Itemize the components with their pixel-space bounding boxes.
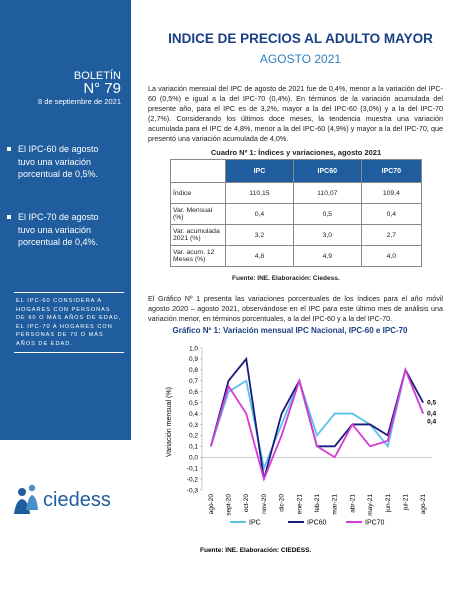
- table-cell: 2,7: [360, 224, 423, 246]
- x-tick-label: jul-21: [402, 494, 409, 511]
- bulletin-date: 8 de septiembre de 2021: [38, 97, 121, 106]
- y-tick-label: 0,7: [189, 378, 198, 385]
- bulletin-label: BOLETÍN: [73, 70, 121, 82]
- table-cell: 4,9: [292, 245, 362, 267]
- paragraph: La variación mensual del IPC de agosto d…: [148, 84, 443, 143]
- table-cell: Var. acumulada 2021 (%): [170, 224, 226, 246]
- y-tick-label: 0,2: [189, 433, 198, 440]
- y-tick-label: 0,9: [189, 356, 198, 363]
- chart: Gráfico Nº 1: Variación mensual IPC Naci…: [166, 326, 437, 554]
- x-tick-label: ene-21: [296, 494, 303, 515]
- x-tick-label: dic-20: [279, 494, 286, 512]
- table-caption: Cuadro Nº 1: Índices y variaciones, agos…: [210, 148, 382, 157]
- chart-source: Fuente: INE. Elaboración: CIEDESS.: [200, 547, 311, 554]
- header-cell: IPC70: [360, 159, 423, 183]
- line: [209, 366, 424, 472]
- y-tick-label: 0,4: [189, 411, 198, 418]
- header-cell: IPC: [225, 159, 294, 183]
- header-cell: [170, 159, 226, 183]
- table-cell: 109,4: [360, 182, 423, 204]
- subtitle: AGOSTO 2021: [259, 52, 342, 66]
- data-label: 0,5: [427, 400, 436, 407]
- table-cell: Índice: [170, 182, 226, 204]
- y-tick-label: 0,0: [189, 455, 198, 462]
- legend-label: IPC70: [365, 520, 385, 527]
- legend-label: IPC60: [307, 520, 327, 527]
- table-source: Fuente: INE. Elaboración: Ciedess.: [232, 275, 340, 282]
- y-tick-label: -0,2: [187, 476, 199, 483]
- paragraph: El Gráfico Nº 1 presenta las variaciones…: [148, 294, 443, 323]
- line: [209, 366, 424, 482]
- logo-text: ciedess: [43, 489, 111, 511]
- y-tick-label: 0,1: [189, 444, 198, 451]
- x-tick-label: sept-20: [226, 494, 233, 516]
- logo: ciedess: [14, 484, 111, 514]
- table-cell: 3,0: [292, 224, 362, 246]
- y-tick-label: -0,3: [187, 487, 199, 494]
- highlight: El IPC-70 de agosto tuvo una variación p…: [7, 211, 118, 249]
- table: IPC IPC60 IPC70 Índice 110,15 110,07 109,4 V…: [170, 159, 423, 267]
- table-cell: 4,8: [225, 245, 294, 267]
- table-cell: 0,4: [225, 203, 294, 225]
- table-cell: 4,0: [360, 245, 423, 267]
- y-tick-label: 0,3: [189, 422, 198, 429]
- x-tick-label: ago-20: [208, 494, 215, 515]
- table-cell: 3,2: [225, 224, 294, 246]
- header-cell: IPC60: [292, 159, 362, 183]
- chart-title: Gráfico Nº 1: Variación mensual IPC Naci…: [172, 326, 408, 335]
- y-tick-label: -0,1: [187, 465, 199, 472]
- x-tick-label: abr-21: [349, 494, 356, 513]
- legend-label: IPC: [249, 520, 261, 527]
- table-cell: 110,07: [292, 182, 362, 204]
- table-cell: 0,4: [360, 203, 423, 225]
- sidebar: BOLETÍN N° 79 8 de septiembre de 2021 El…: [0, 0, 131, 604]
- x-tick-label: mar-21: [332, 494, 339, 515]
- title: INDICE DE PRECIOS AL ADULTO MAYOR: [168, 31, 433, 46]
- y-tick-label: 0,5: [189, 400, 198, 407]
- x-tick-label: may-21: [367, 494, 374, 516]
- x-tick-label: jun-21: [385, 494, 392, 513]
- table-cell: Var. Mensual (%): [170, 203, 226, 225]
- table-cell: 0,5: [292, 203, 362, 225]
- y-tick-label: 1,0: [189, 345, 198, 352]
- x-tick-label: ago-21: [420, 494, 427, 515]
- y-tick-label: 0,6: [189, 389, 198, 396]
- note: EL IPC-60 CONSIDERA A HOGARES CON PERSON…: [14, 292, 124, 353]
- data-label: 0,4: [427, 419, 436, 426]
- line: [209, 356, 424, 480]
- y-axis-label: Variación mensual (%): [166, 387, 173, 457]
- logo-area: ciedess: [0, 440, 131, 604]
- table-row: Var. Mensual (%) 0,4 0,5 0,4: [170, 203, 423, 225]
- table-row: Var. acumulada 2021 (%) 3,2 3,0 2,7: [170, 224, 423, 246]
- bulletin-number: N° 79: [83, 80, 121, 97]
- table-row: Índice 110,15 110,07 109,4: [170, 182, 423, 204]
- table-cell: Var. acum. 12 Meses (%): [170, 245, 226, 267]
- highlight: El IPC-60 de agosto tuvo una variación p…: [7, 143, 118, 181]
- table-row: Var. acum. 12 Meses (%) 4,8 4,9 4,0: [170, 245, 423, 267]
- table-cell: 110,15: [225, 182, 294, 204]
- data-label: 0,4: [427, 411, 436, 418]
- x-tick-label: oct-20: [243, 494, 250, 512]
- x-tick-label: nov-20: [261, 494, 268, 514]
- y-tick-label: 0,8: [189, 367, 198, 374]
- x-tick-label: feb-21: [314, 494, 321, 513]
